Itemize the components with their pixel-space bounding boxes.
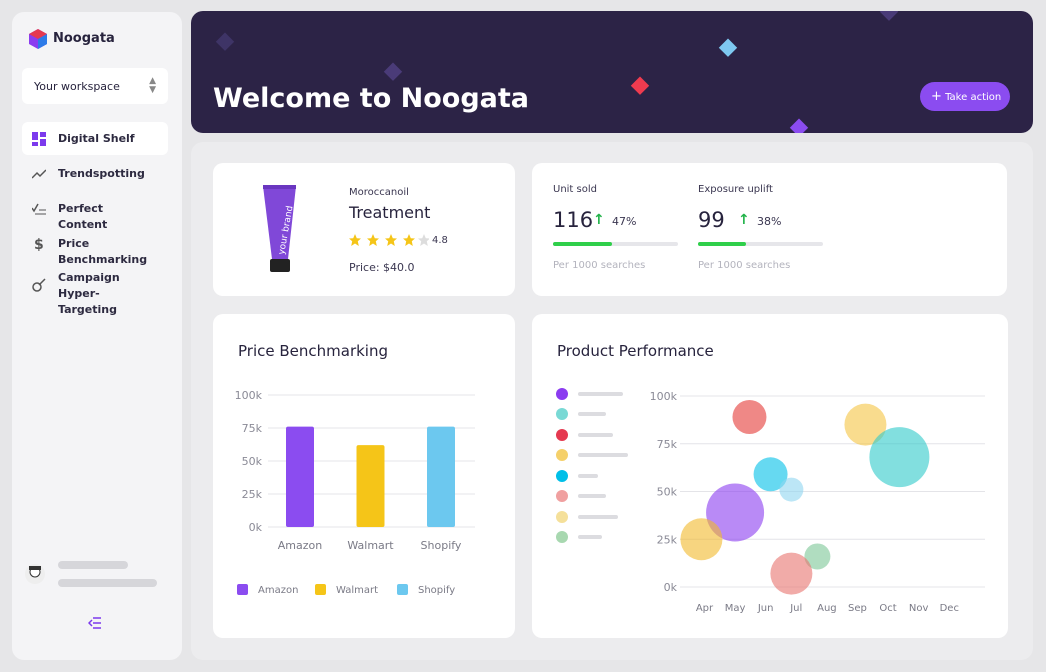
header-title: Welcome to Noogata <box>213 83 530 114</box>
x-tick-label: May <box>725 603 746 614</box>
metrics-card: Unit sold 116 ↑ 47% Per 1000 searches Exposur… <box>532 163 1007 296</box>
metric-label: Unit sold <box>553 184 597 195</box>
product-card: your brand Moroccanoil Treatment 4.8 Pri… <box>213 163 515 296</box>
y-tick-label: 25k <box>657 533 678 546</box>
legend-label: Amazon <box>258 585 298 596</box>
chart-title: Product Performance <box>557 342 714 360</box>
price-card: Price Benchmarking 0k 25k 50k 75k 100k Amazon A… <box>213 314 515 638</box>
collapse-button[interactable] <box>88 616 104 630</box>
metric-value: 116 <box>553 208 594 232</box>
action-button[interactable]: + Take action <box>920 82 1010 111</box>
bar <box>286 426 314 527</box>
bubble <box>706 483 765 542</box>
y-tick-label: 50k <box>657 486 678 499</box>
arrow: ↑ <box>738 212 750 228</box>
product-image: your brand <box>263 185 296 272</box>
bar <box>427 426 455 527</box>
performance-chart: Product Performance 0k 25k 50k 75k 100k Apr May… <box>556 342 985 614</box>
price: Price: $40.0 <box>349 261 415 274</box>
logo <box>29 29 47 49</box>
workspace-label: Your workspace <box>34 80 120 93</box>
bubble <box>770 552 813 595</box>
legend-swatch <box>397 584 408 595</box>
metric-label: Exposure uplift <box>698 184 773 195</box>
x-tick-label: Jul <box>789 603 802 614</box>
bubble <box>680 518 723 561</box>
arrow: ↑ <box>593 212 605 228</box>
bubble <box>779 477 804 502</box>
progress-bar <box>698 242 746 246</box>
sidebar <box>12 12 182 660</box>
header: Welcome to Noogata + Take action <box>191 11 1033 133</box>
metric-value: 99 <box>698 208 725 232</box>
nav-item[interactable]: Perfect Content <box>22 192 168 231</box>
metric-change: 47% <box>612 215 637 228</box>
nav-item[interactable]: $ Price Benchmarking <box>22 227 168 266</box>
nav-label: Trendspotting <box>58 167 145 180</box>
y-tick-label: 50k <box>242 455 263 468</box>
legend-swatch <box>237 584 248 595</box>
y-tick-label: 0k <box>664 581 678 594</box>
product-brand: Moroccanoil <box>349 187 409 198</box>
x-tick-label: Sep <box>848 603 867 614</box>
bubble <box>732 400 767 435</box>
y-tick-label: 25k <box>242 488 263 501</box>
nav-item[interactable]: Trendspotting <box>22 157 168 190</box>
legend-swatch <box>315 584 326 595</box>
x-tick-label: Jun <box>757 603 774 614</box>
nav-label: Campaign Hyper-Targeting <box>58 271 120 316</box>
x-tick-label: Shopify <box>421 539 462 552</box>
brand: Noogata <box>53 31 115 46</box>
y-tick-label: 0k <box>249 521 263 534</box>
legend-label: Shopify <box>418 585 455 596</box>
metric-note: Per 1000 searches <box>553 260 646 271</box>
action-label: Take action <box>945 92 1002 103</box>
x-tick-label: Walmart <box>347 539 394 552</box>
nav-item[interactable]: Digital Shelf <box>22 122 168 155</box>
y-tick-label: 75k <box>242 422 263 435</box>
bubble <box>804 543 831 570</box>
rating: 4.8 <box>432 235 448 246</box>
chart-title: Price Benchmarking <box>238 342 388 360</box>
x-tick-label: Apr <box>696 603 714 614</box>
x-tick-label: Dec <box>940 603 959 614</box>
bar <box>356 445 385 527</box>
progress-bar <box>553 242 612 246</box>
x-tick-label: Amazon <box>278 539 322 552</box>
x-tick-label: Oct <box>879 603 896 614</box>
legend <box>556 388 628 543</box>
nav-label: Digital Shelf <box>58 132 135 145</box>
bubble <box>869 427 930 488</box>
metric-change: 38% <box>757 215 782 228</box>
bubble <box>844 403 887 446</box>
workspace-select[interactable]: Your workspace ▲ ▼ <box>22 68 168 104</box>
performance-card: Product Performance 0k 25k 50k 75k 100k Apr May… <box>532 314 1008 638</box>
x-tick-label: Aug <box>817 603 837 614</box>
progress-track <box>698 242 823 246</box>
legend-label: Walmart <box>336 585 378 596</box>
bubble <box>753 457 788 492</box>
product-name: Treatment <box>349 203 431 222</box>
y-tick-label: 100k <box>650 390 678 403</box>
svg-text:$: $ <box>34 237 44 252</box>
y-tick-label: 75k <box>657 438 678 451</box>
x-tick-label: Nov <box>909 603 929 614</box>
nav-label: Perfect Content <box>58 202 108 231</box>
user <box>25 561 157 587</box>
metric-note: Per 1000 searches <box>698 260 791 271</box>
stars <box>349 234 429 246</box>
progress-track <box>553 242 678 246</box>
nav-label: Price Benchmarking <box>58 237 148 266</box>
nav-item[interactable]: Campaign Hyper-Targeting <box>22 262 168 316</box>
y-tick-label: 100k <box>235 389 263 402</box>
price-chart: Price Benchmarking 0k 25k 50k 75k 100k Amazon A… <box>235 342 475 596</box>
